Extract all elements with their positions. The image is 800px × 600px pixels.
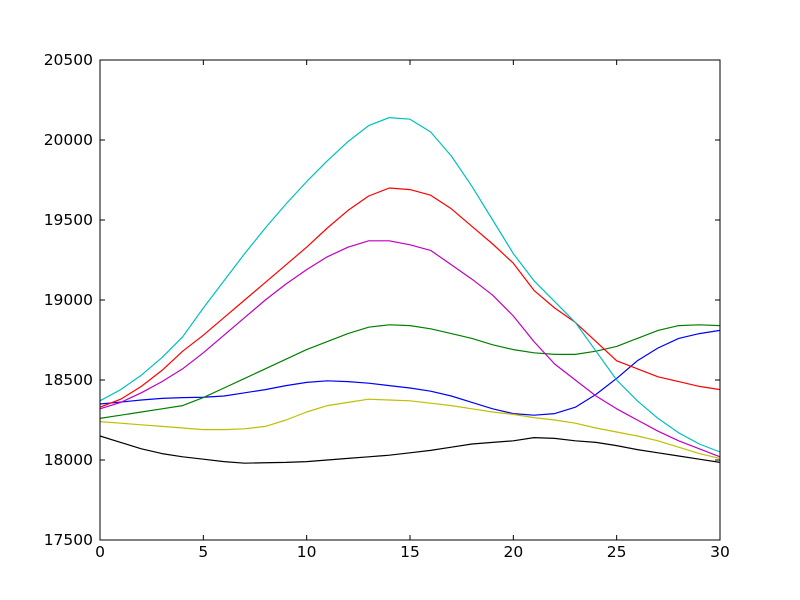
y-tick-label: 19000 bbox=[44, 291, 93, 309]
x-tick-label: 30 bbox=[710, 543, 730, 561]
axes-frame bbox=[99, 59, 721, 541]
series-red-line bbox=[99, 187, 721, 408]
series-green-line bbox=[99, 324, 721, 419]
y-tick-label: 18500 bbox=[44, 371, 93, 389]
series-yellow-line bbox=[99, 398, 721, 459]
x-tick-label: 0 bbox=[95, 543, 105, 561]
x-tick-label: 10 bbox=[297, 543, 317, 561]
x-tick-label: 5 bbox=[198, 543, 208, 561]
y-tick-label: 20500 bbox=[44, 51, 93, 69]
y-tick-label: 20000 bbox=[44, 131, 93, 149]
y-tick-label: 18000 bbox=[44, 451, 93, 469]
series-cyan-line bbox=[99, 116, 721, 453]
x-tick-label: 25 bbox=[607, 543, 627, 561]
series-black-line bbox=[99, 435, 721, 464]
series-magenta-line bbox=[99, 240, 721, 458]
y-tick-label: 17500 bbox=[44, 531, 93, 549]
y-tick-label: 19500 bbox=[44, 211, 93, 229]
x-tick-label: 20 bbox=[503, 543, 523, 561]
x-tick-label: 15 bbox=[400, 543, 420, 561]
